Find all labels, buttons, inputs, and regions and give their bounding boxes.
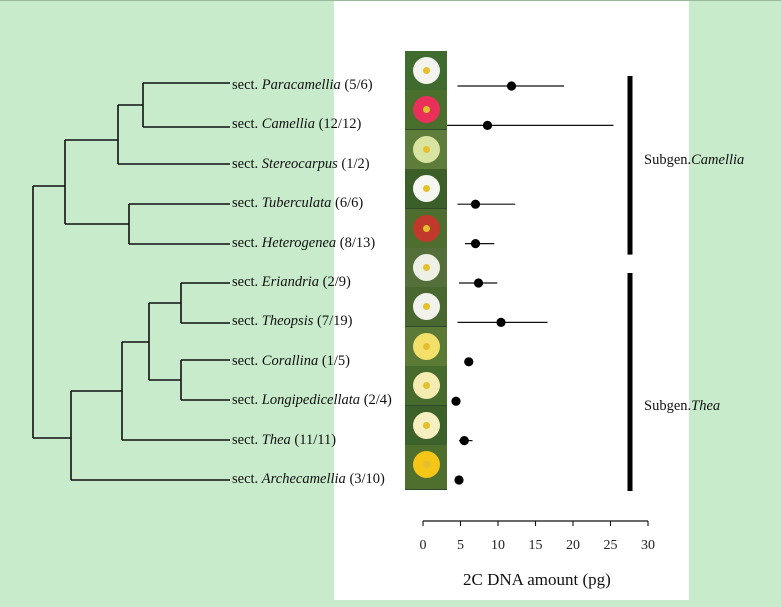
flower-center bbox=[423, 224, 430, 232]
flower-center bbox=[423, 303, 430, 311]
taxon-label: sect. Paracamellia (5/6) bbox=[232, 77, 373, 93]
subgenus-label-thea: Subgen.Thea bbox=[644, 398, 721, 414]
x-tick-label: 20 bbox=[566, 538, 580, 553]
taxon-label: sect. Longipedicellata (2/4) bbox=[232, 392, 392, 409]
mean-dot bbox=[470, 199, 481, 209]
flower-center bbox=[423, 342, 430, 350]
subgenus-label-camellia: Subgen.Camellia bbox=[644, 152, 745, 168]
taxon-label: sect. Corallina (1/5) bbox=[232, 352, 351, 369]
x-tick-label: 25 bbox=[604, 538, 618, 553]
flower-photo bbox=[405, 51, 447, 91]
taxon-label: sect. Theopsis (7/19) bbox=[232, 313, 353, 330]
mean-dot bbox=[482, 120, 493, 130]
x-tick-label: 5 bbox=[457, 538, 464, 553]
mean-dot bbox=[506, 81, 517, 91]
mean-dot bbox=[496, 317, 506, 327]
flower-photo bbox=[405, 366, 447, 407]
flower-photo bbox=[405, 208, 447, 249]
frame-border bbox=[0, 0, 781, 1]
flower-center bbox=[423, 461, 430, 468]
flower-photo bbox=[405, 129, 447, 170]
x-tick-label: 0 bbox=[420, 538, 427, 553]
x-tick-label: 30 bbox=[641, 538, 655, 553]
mean-dot bbox=[454, 475, 464, 485]
mean-dot bbox=[459, 436, 469, 446]
flower-center bbox=[423, 421, 430, 429]
flower-center bbox=[423, 67, 430, 74]
mean-dot bbox=[464, 357, 474, 367]
flower-photo bbox=[405, 445, 447, 490]
mean-dot bbox=[470, 239, 481, 249]
flower-photo bbox=[405, 405, 447, 446]
x-axis-title: 2C DNA amount (pg) bbox=[463, 570, 611, 589]
flower-center bbox=[423, 145, 430, 153]
flower-center bbox=[423, 382, 430, 390]
taxon-label: sect. Camellia (12/12) bbox=[232, 116, 362, 133]
x-tick-label: 15 bbox=[529, 538, 543, 553]
taxon-label: sect. Thea (11/11) bbox=[232, 431, 337, 448]
taxon-label: sect. Stereocarpus (1/2) bbox=[232, 155, 370, 172]
flower-photo bbox=[405, 248, 447, 288]
x-tick-label: 10 bbox=[491, 538, 505, 553]
mean-dot bbox=[473, 278, 484, 288]
flower-center bbox=[423, 106, 430, 114]
taxon-label: sect. Heterogenea (8/13) bbox=[232, 234, 376, 251]
taxon-label: sect. Eriandria (2/9) bbox=[232, 274, 351, 290]
flower-center bbox=[423, 264, 430, 271]
mean-dot bbox=[451, 396, 461, 406]
taxon-label: sect. Tuberculata (6/6) bbox=[232, 195, 364, 212]
flower-photo bbox=[405, 326, 447, 367]
flower-photo bbox=[405, 169, 447, 210]
taxon-label: sect. Archecamellia (3/10) bbox=[232, 471, 385, 487]
flower-center bbox=[423, 185, 430, 193]
